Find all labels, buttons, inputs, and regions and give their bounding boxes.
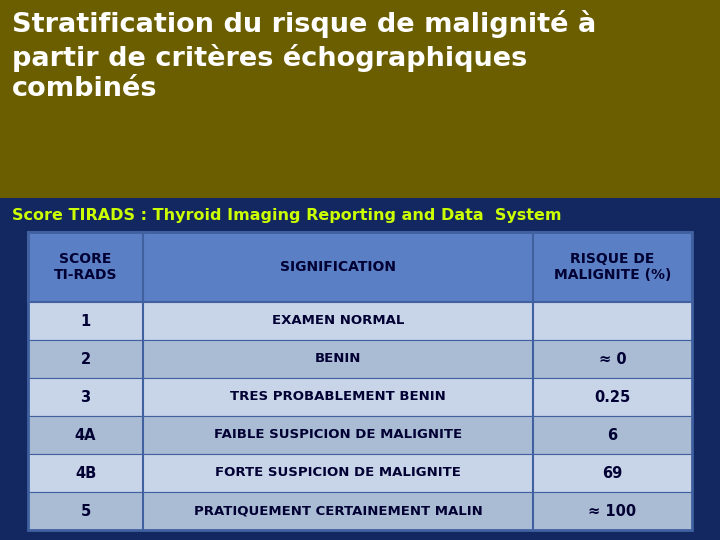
Text: 5: 5 [81, 503, 91, 518]
Text: SCORE
TI-RADS: SCORE TI-RADS [54, 252, 117, 282]
Text: FORTE SUSPICION DE MALIGNITE: FORTE SUSPICION DE MALIGNITE [215, 467, 461, 480]
Text: 4B: 4B [75, 465, 96, 481]
Text: Score TIRADS : Thyroid Imaging Reporting and Data  System: Score TIRADS : Thyroid Imaging Reporting… [12, 208, 562, 223]
Text: Stratification du risque de malignité à
partir de critères échographiques
combin: Stratification du risque de malignité à … [12, 10, 596, 103]
Text: EXAMEN NORMAL: EXAMEN NORMAL [272, 314, 404, 327]
Text: RISQUE DE
MALIGNITE (%): RISQUE DE MALIGNITE (%) [554, 252, 671, 282]
Text: FAIBLE SUSPICION DE MALIGNITE: FAIBLE SUSPICION DE MALIGNITE [214, 429, 462, 442]
FancyBboxPatch shape [28, 232, 692, 302]
Text: 4A: 4A [75, 428, 96, 442]
Text: TRES PROBABLEMENT BENIN: TRES PROBABLEMENT BENIN [230, 390, 446, 403]
Text: SIGNIFICATION: SIGNIFICATION [280, 260, 396, 274]
FancyBboxPatch shape [28, 302, 692, 340]
Text: PRATIQUEMENT CERTAINEMENT MALIN: PRATIQUEMENT CERTAINEMENT MALIN [194, 504, 482, 517]
FancyBboxPatch shape [28, 454, 692, 492]
Text: BENIN: BENIN [315, 353, 361, 366]
Text: 69: 69 [603, 465, 623, 481]
Text: ≈ 0: ≈ 0 [599, 352, 626, 367]
Text: 6: 6 [608, 428, 618, 442]
FancyBboxPatch shape [28, 378, 692, 416]
Text: 0.25: 0.25 [595, 389, 631, 404]
Text: 1: 1 [81, 314, 91, 328]
Text: ≈ 100: ≈ 100 [588, 503, 636, 518]
Text: 2: 2 [81, 352, 91, 367]
FancyBboxPatch shape [28, 492, 692, 530]
FancyBboxPatch shape [28, 340, 692, 378]
Text: 3: 3 [81, 389, 91, 404]
FancyBboxPatch shape [0, 0, 720, 198]
FancyBboxPatch shape [28, 416, 692, 454]
